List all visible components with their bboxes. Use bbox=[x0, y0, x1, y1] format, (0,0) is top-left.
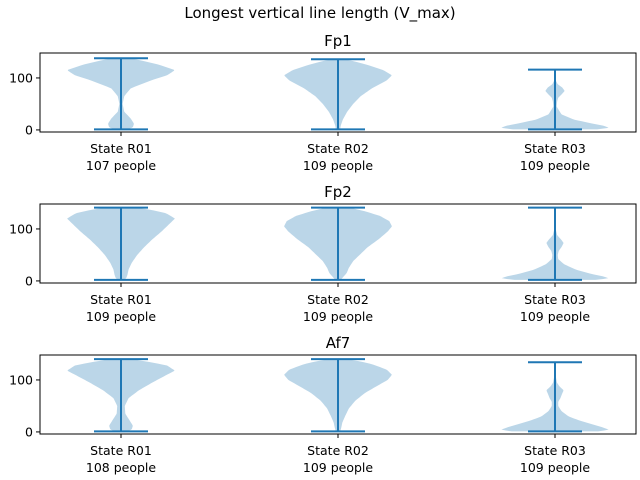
panel-fp1: Fp1 0 100 State R01 107 people State R02 109 p… bbox=[9, 32, 637, 173]
y-tick-label: 0 bbox=[25, 273, 33, 288]
x-tick-count-label: 109 people bbox=[86, 309, 157, 324]
violin-state-r02 bbox=[284, 358, 392, 433]
x-tick-count-label: 109 people bbox=[303, 460, 374, 475]
axes-frame bbox=[39, 203, 637, 284]
panel-af7: Af7 0 100 State R01 108 people State R02 109 p… bbox=[9, 334, 637, 475]
violin-state-r03 bbox=[501, 68, 609, 131]
panel-title: Fp1 bbox=[324, 32, 352, 50]
x-tick-label: State R01 bbox=[90, 141, 152, 156]
x-tick-label: State R02 bbox=[307, 443, 369, 458]
figure-title: Longest vertical line length (V_max) bbox=[184, 4, 455, 23]
axes-frame bbox=[39, 354, 637, 435]
panel-fp2: Fp2 0 100 State R01 109 people State R02 109 p… bbox=[9, 183, 637, 324]
y-tick-label: 100 bbox=[9, 372, 33, 387]
violin-state-r01 bbox=[67, 358, 175, 433]
x-tick-label: State R03 bbox=[524, 443, 586, 458]
x-tick-count-label: 108 people bbox=[86, 460, 157, 475]
panels: Fp1 0 100 State R01 107 people State R02 109 p… bbox=[9, 32, 637, 475]
x-tick-label: State R03 bbox=[524, 292, 586, 307]
y-tick-label: 100 bbox=[9, 70, 33, 85]
panel-title: Fp2 bbox=[324, 183, 352, 201]
violin-state-r02 bbox=[284, 58, 392, 131]
axes-frame bbox=[39, 52, 637, 133]
violin-state-r03 bbox=[501, 206, 609, 281]
x-tick-count-label: 107 people bbox=[86, 158, 157, 173]
x-tick-count-label: 109 people bbox=[303, 158, 374, 173]
violin-state-r01 bbox=[67, 206, 175, 281]
x-tick-label: State R03 bbox=[524, 141, 586, 156]
x-tick-count-label: 109 people bbox=[520, 309, 591, 324]
panel-title: Af7 bbox=[326, 334, 351, 352]
x-tick-count-label: 109 people bbox=[520, 158, 591, 173]
y-tick-label: 100 bbox=[9, 221, 33, 236]
violin-state-r01 bbox=[67, 57, 175, 131]
x-tick-label: State R02 bbox=[307, 292, 369, 307]
x-tick-label: State R01 bbox=[90, 292, 152, 307]
violin-state-r03 bbox=[501, 361, 609, 433]
y-tick-label: 0 bbox=[25, 424, 33, 439]
x-tick-label: State R01 bbox=[90, 443, 152, 458]
x-tick-count-label: 109 people bbox=[520, 460, 591, 475]
x-tick-count-label: 109 people bbox=[303, 309, 374, 324]
x-tick-label: State R02 bbox=[307, 141, 369, 156]
violin-state-r02 bbox=[284, 206, 392, 281]
y-tick-label: 0 bbox=[25, 122, 33, 137]
